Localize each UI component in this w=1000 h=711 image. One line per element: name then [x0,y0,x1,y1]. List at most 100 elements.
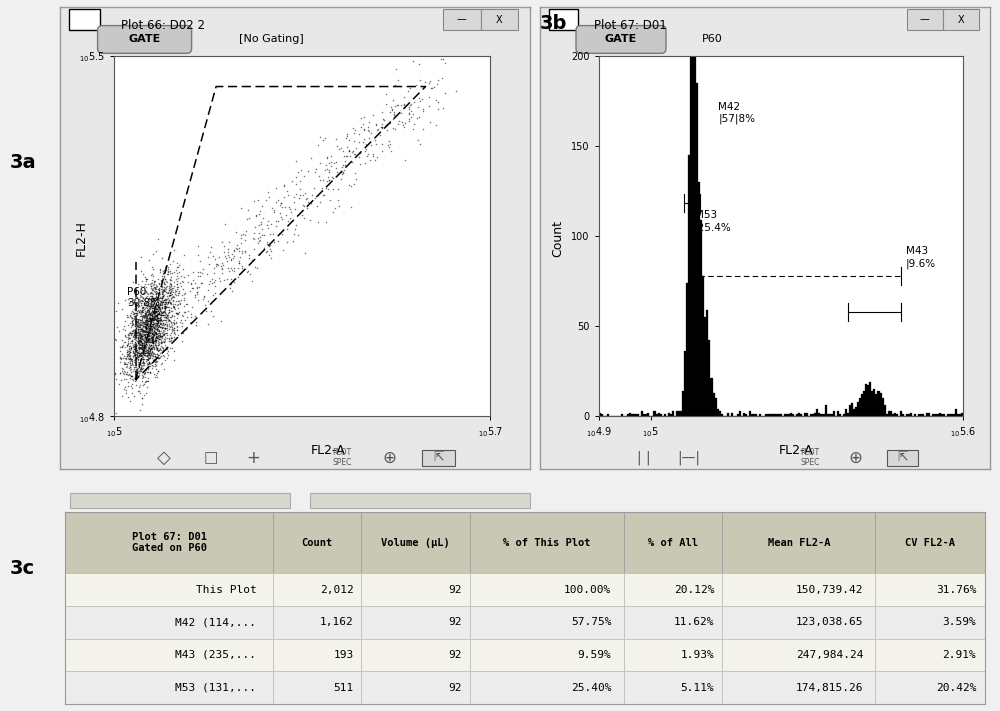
Text: 150,739.42: 150,739.42 [796,584,863,594]
Point [159,287,175,299]
Point [143,314,159,325]
Point [150,339,166,351]
Point [211,272,227,284]
FancyBboxPatch shape [549,9,578,30]
Point [138,276,154,287]
Point [150,299,166,311]
Point [421,77,437,89]
Point [120,328,136,340]
Point [117,336,133,348]
Point [155,265,171,277]
Point [156,328,172,339]
Point [142,294,158,305]
Point [143,320,159,331]
Point [121,341,137,352]
Point [173,314,189,326]
Point [149,319,165,330]
Point [164,267,180,278]
Point [128,326,144,338]
Point [128,362,144,373]
Point [146,311,162,323]
Point [379,125,395,137]
Point [189,282,205,293]
Point [140,300,156,311]
Point [131,328,147,339]
Point [148,327,164,338]
Point [126,331,142,343]
Point [127,321,143,332]
Point [141,341,157,352]
Point [146,354,162,365]
Point [422,117,438,128]
Point [307,192,323,203]
Point [169,284,185,295]
Point [144,284,160,296]
Point [129,297,145,309]
Point [160,315,176,326]
Point [231,245,247,257]
Point [157,301,173,312]
Point [374,122,390,134]
Point [151,309,167,320]
Point [135,318,151,329]
Point [125,319,141,330]
Point [208,258,224,269]
Point [132,326,148,337]
Point [152,292,168,304]
Point [310,139,326,151]
Point [292,183,308,195]
Point [125,352,141,363]
Point [144,321,160,332]
Point [286,228,302,240]
Point [147,350,163,361]
Point [147,306,163,318]
Point [157,308,173,319]
Point [162,321,178,333]
Point [163,303,179,314]
Point [121,346,137,357]
Point [144,312,160,324]
Point [338,132,354,144]
Point [150,325,166,336]
Point [142,309,158,321]
Point [152,342,168,353]
Text: 3b: 3b [540,14,567,33]
Point [147,317,163,328]
Point [137,326,153,337]
Point [134,284,150,295]
Point [126,328,142,340]
Point [145,326,161,337]
Point [157,283,173,294]
Point [139,366,155,378]
Point [141,334,157,346]
Point [148,298,164,309]
Text: Plot 67: D01: Plot 67: D01 [594,18,667,32]
Point [155,324,171,336]
Point [144,343,160,354]
Point [137,326,153,337]
Point [146,296,162,308]
Point [374,139,390,150]
Point [157,333,173,345]
Point [161,290,177,301]
Point [116,365,132,376]
Point [152,333,168,345]
Point [144,332,160,343]
Point [163,317,179,328]
Point [141,295,157,306]
Point [135,316,151,328]
Point [144,338,160,349]
Point [151,301,167,313]
Point [141,342,157,353]
Point [131,369,147,380]
Point [146,309,162,320]
Point [124,355,140,366]
Point [139,348,155,359]
Bar [624,512,722,573]
Point [129,318,145,329]
Point [153,296,169,308]
Point [132,335,148,346]
Point [430,96,446,107]
Point [139,350,155,361]
Point [140,333,156,345]
